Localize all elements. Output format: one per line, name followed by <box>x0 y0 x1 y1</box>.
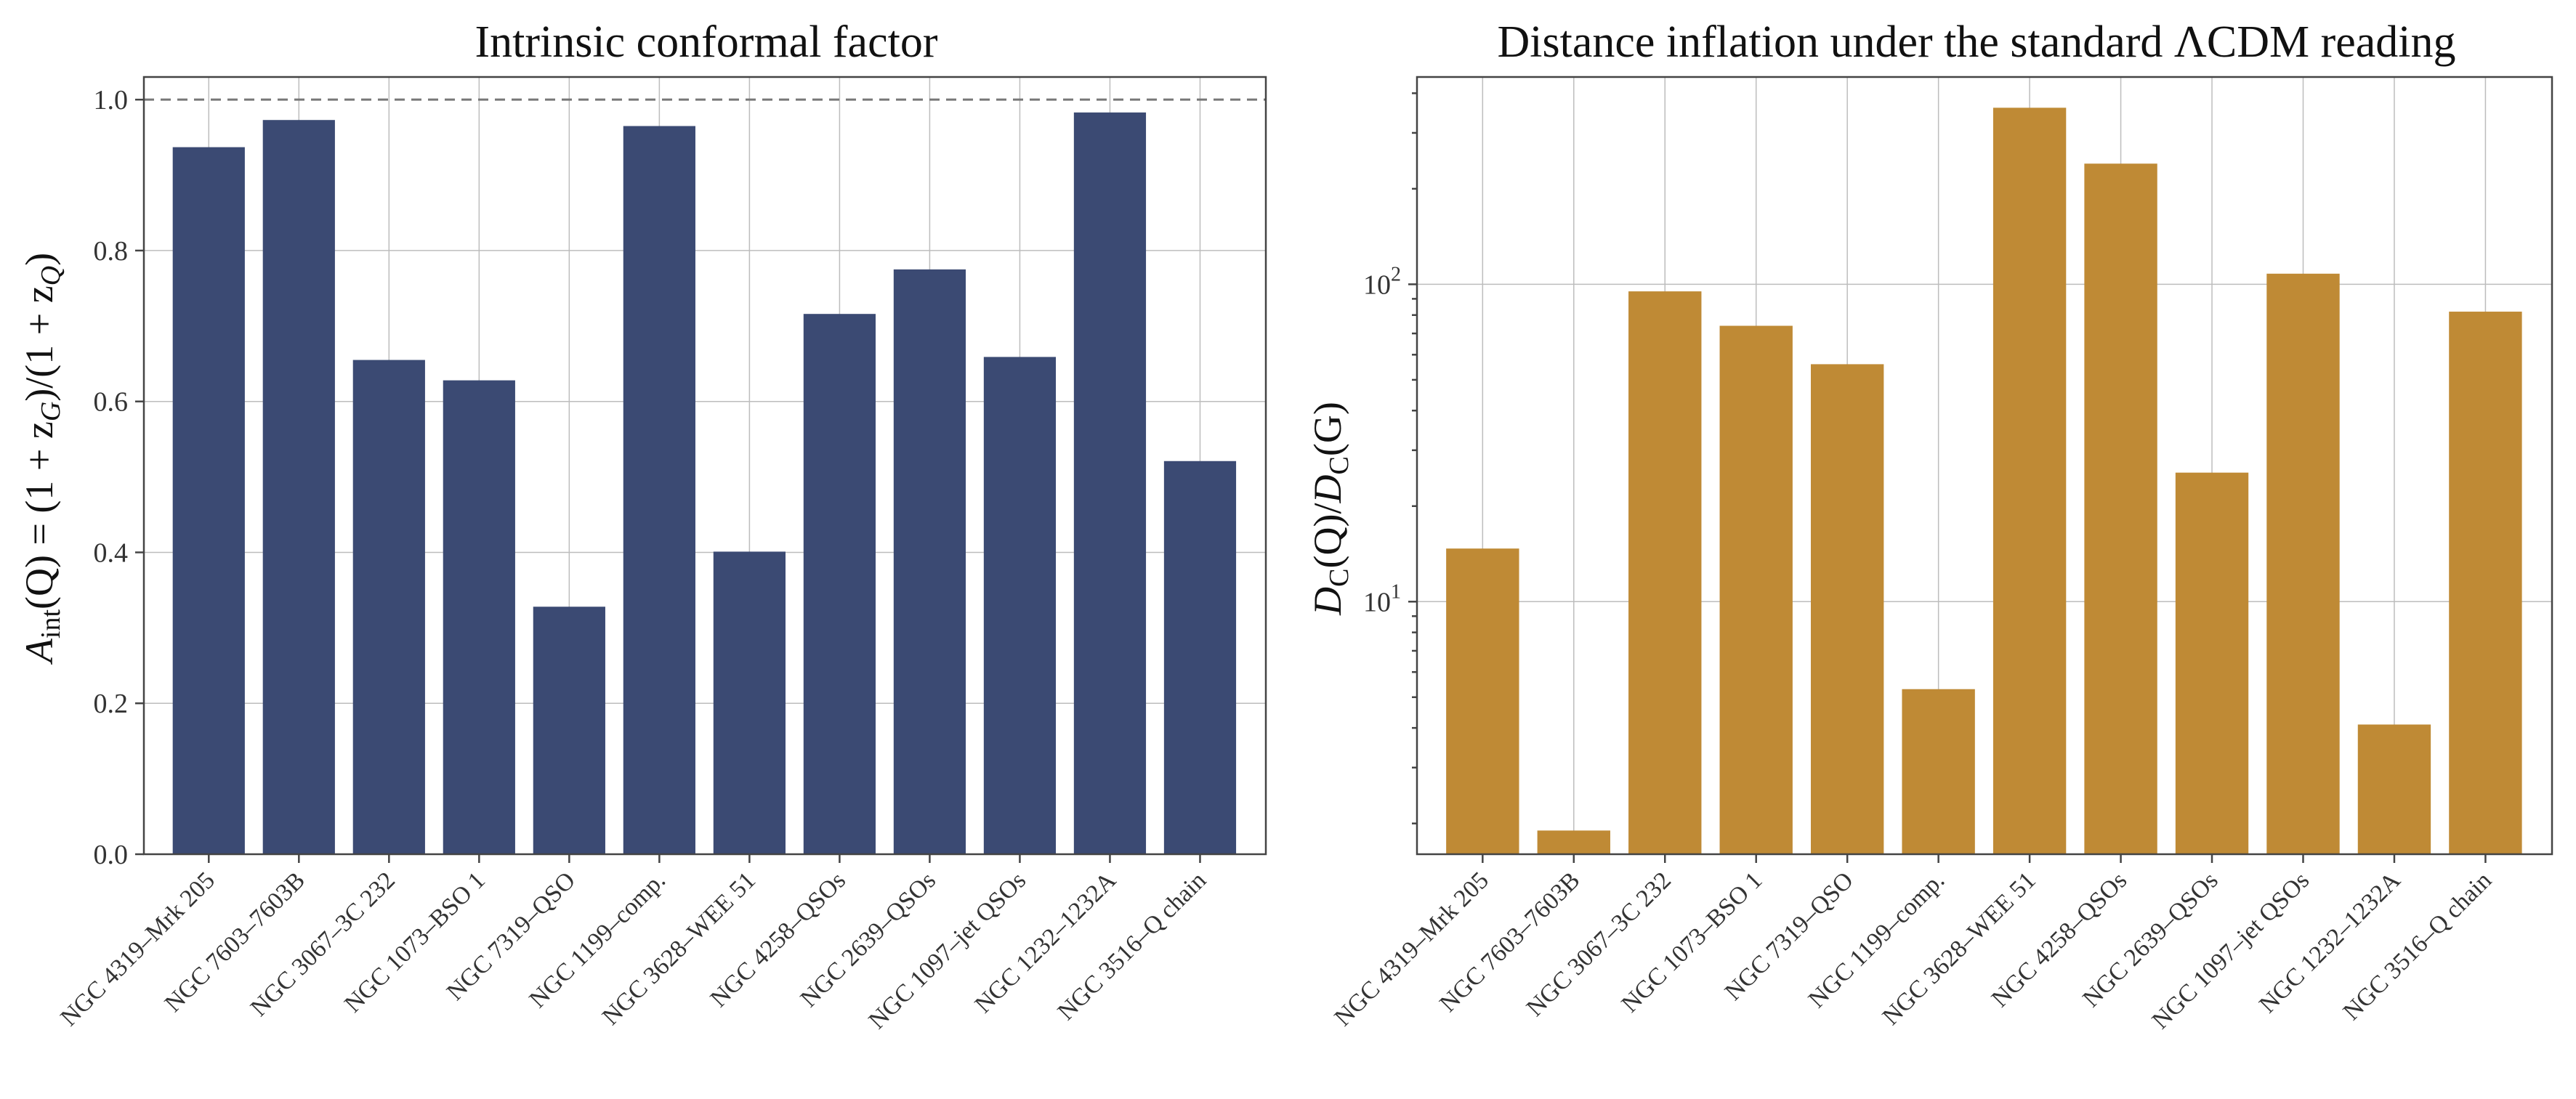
bar <box>1810 364 1884 854</box>
y-tick-label: 0.2 <box>94 689 129 719</box>
bar <box>533 607 605 854</box>
y-tick-label: 0.8 <box>94 236 129 267</box>
y-tick-label: 0.6 <box>94 387 129 418</box>
y-tick-label: 102 <box>1363 263 1401 300</box>
bar <box>1163 461 1237 854</box>
y-tick-label: 101 <box>1363 580 1401 617</box>
right-bars <box>1446 108 2522 855</box>
bar <box>983 357 1057 854</box>
bar <box>2357 724 2431 854</box>
left-chart-title: Intrinsic conformal factor <box>475 17 938 67</box>
bar <box>2175 472 2249 854</box>
bar <box>1628 291 1702 854</box>
bar <box>2449 312 2522 854</box>
right-chart-title: Distance inflation under the standard ΛC… <box>1497 17 2455 67</box>
right-plot-frame <box>1416 76 2553 856</box>
right-y-axis-label: DC(Q)/DC(G) <box>1306 402 1354 616</box>
bar <box>1902 689 1975 854</box>
bar <box>172 147 245 855</box>
y-tick-label: 0.4 <box>94 538 129 568</box>
bar <box>1992 108 2067 855</box>
bar <box>443 380 515 854</box>
bar <box>713 551 786 854</box>
bar <box>893 269 966 854</box>
bar <box>1719 325 1793 854</box>
left-plot-frame <box>142 76 1267 856</box>
bar <box>2266 273 2340 854</box>
bar <box>1446 548 1519 854</box>
right-y-ticks: 101 102 <box>1363 92 1417 824</box>
bar <box>2084 163 2157 854</box>
bar <box>1073 112 1147 854</box>
y-tick-label: 1.0 <box>94 85 129 115</box>
left-bars <box>172 112 1237 855</box>
bar <box>262 120 335 854</box>
left-y-axis-label: Aint(Q) = (1 + zG)/(1 + zQ) <box>17 253 66 665</box>
bar <box>1537 830 1610 854</box>
left-y-ticks: 0.0 0.2 0.4 0.6 0.8 1.0 <box>94 85 144 870</box>
bar <box>803 314 876 854</box>
bar <box>352 360 425 854</box>
y-tick-label: 0.0 <box>94 840 129 870</box>
bar <box>623 126 695 854</box>
